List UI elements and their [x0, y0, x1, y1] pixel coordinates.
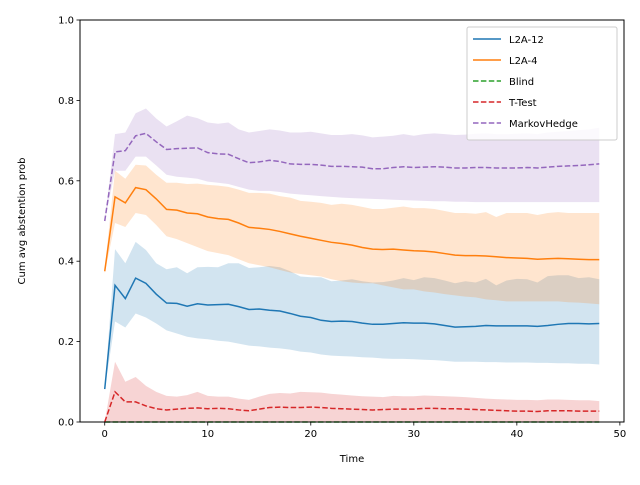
series-line-t-test [104, 390, 600, 423]
x-tick-label: 20 [304, 429, 317, 440]
y-axis-label: Cum avg abstention prob [17, 158, 28, 285]
legend-label-t-test: T-Test [508, 98, 537, 109]
y-tick-label: 0.0 [58, 418, 74, 429]
x-tick-label: 0 [102, 429, 108, 440]
legend-label-blind: Blind [509, 77, 534, 88]
legend-box [466, 26, 618, 141]
y-tick-label: 0.8 [58, 96, 74, 107]
y-tick-label: 0.6 [58, 176, 74, 187]
band-l2a-12 [104, 241, 600, 390]
band-t-test [104, 361, 600, 422]
legend-label-markovhedge: MarkovHedge [509, 119, 578, 130]
plot-frame [79, 19, 625, 423]
x-axis: 0 10 20 30 40 50 [102, 422, 627, 440]
x-tick-label: 30 [407, 429, 420, 440]
legend: L2A-12 L2A-4 Blind T-Test MarkovHedge [466, 26, 618, 141]
legend-label-l2a-4: L2A-4 [509, 56, 538, 67]
series-line-l2a-12 [103, 277, 600, 390]
x-axis-label: Time [339, 454, 364, 465]
band-l2a-4 [104, 164, 600, 305]
y-axis: 0.0 0.2 0.4 0.6 0.8 1.0 [58, 16, 80, 429]
confidence-bands [104, 108, 600, 422]
legend-label-l2a-12: L2A-12 [509, 35, 544, 46]
y-tick-label: 0.4 [58, 257, 74, 268]
series-line-markovhedge [103, 132, 600, 222]
y-tick-label: 1.0 [58, 16, 74, 27]
x-tick-label: 50 [614, 429, 627, 440]
y-tick-label: 0.2 [58, 337, 74, 348]
x-tick-label: 10 [201, 429, 214, 440]
x-tick-label: 40 [510, 429, 523, 440]
series-line-l2a-4 [103, 186, 600, 272]
